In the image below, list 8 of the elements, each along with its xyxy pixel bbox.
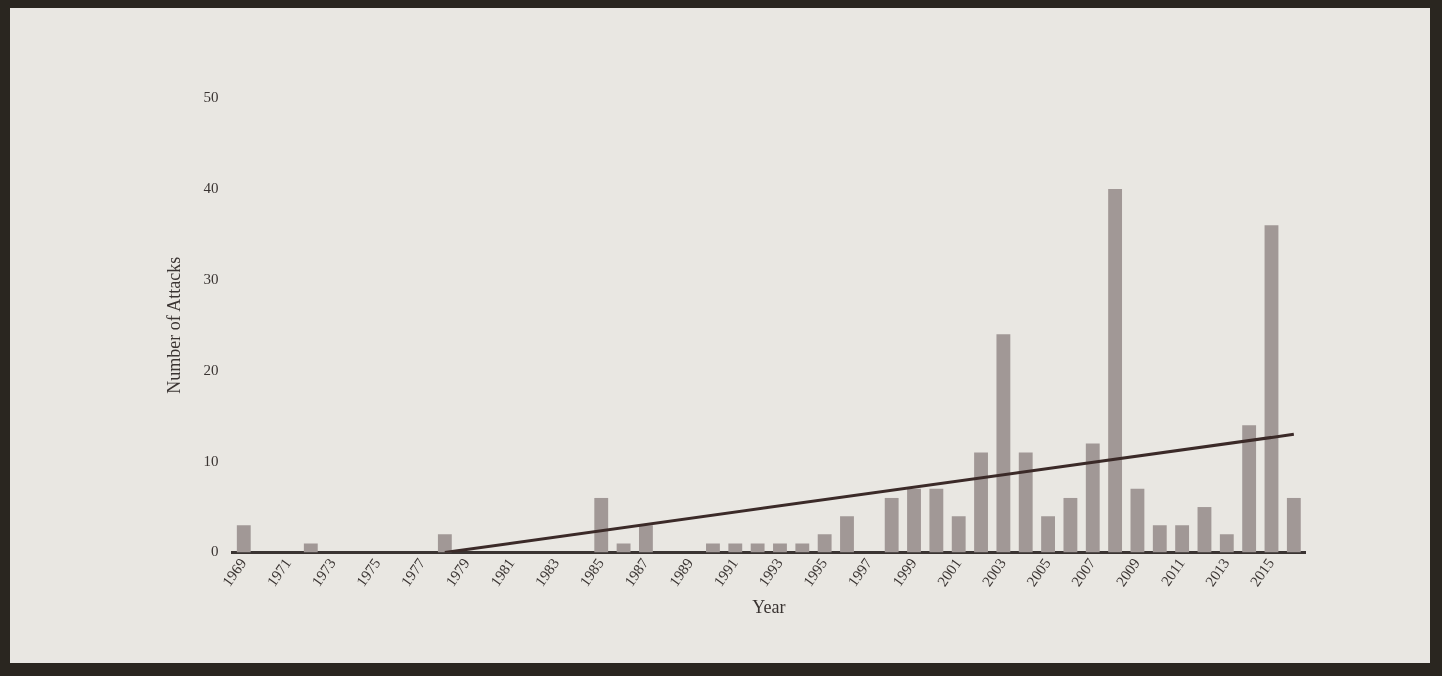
y-tick-label: 0 xyxy=(211,543,219,560)
y-tick-label: 50 xyxy=(203,88,219,105)
y-tick-label: 20 xyxy=(203,361,219,378)
y-tick-label: 30 xyxy=(203,270,219,287)
y-axis-title: Number of Attacks xyxy=(163,256,184,394)
y-tick-label: 40 xyxy=(203,179,219,196)
y-tick-label: 10 xyxy=(203,452,219,469)
x-axis-title: Year xyxy=(752,596,786,617)
